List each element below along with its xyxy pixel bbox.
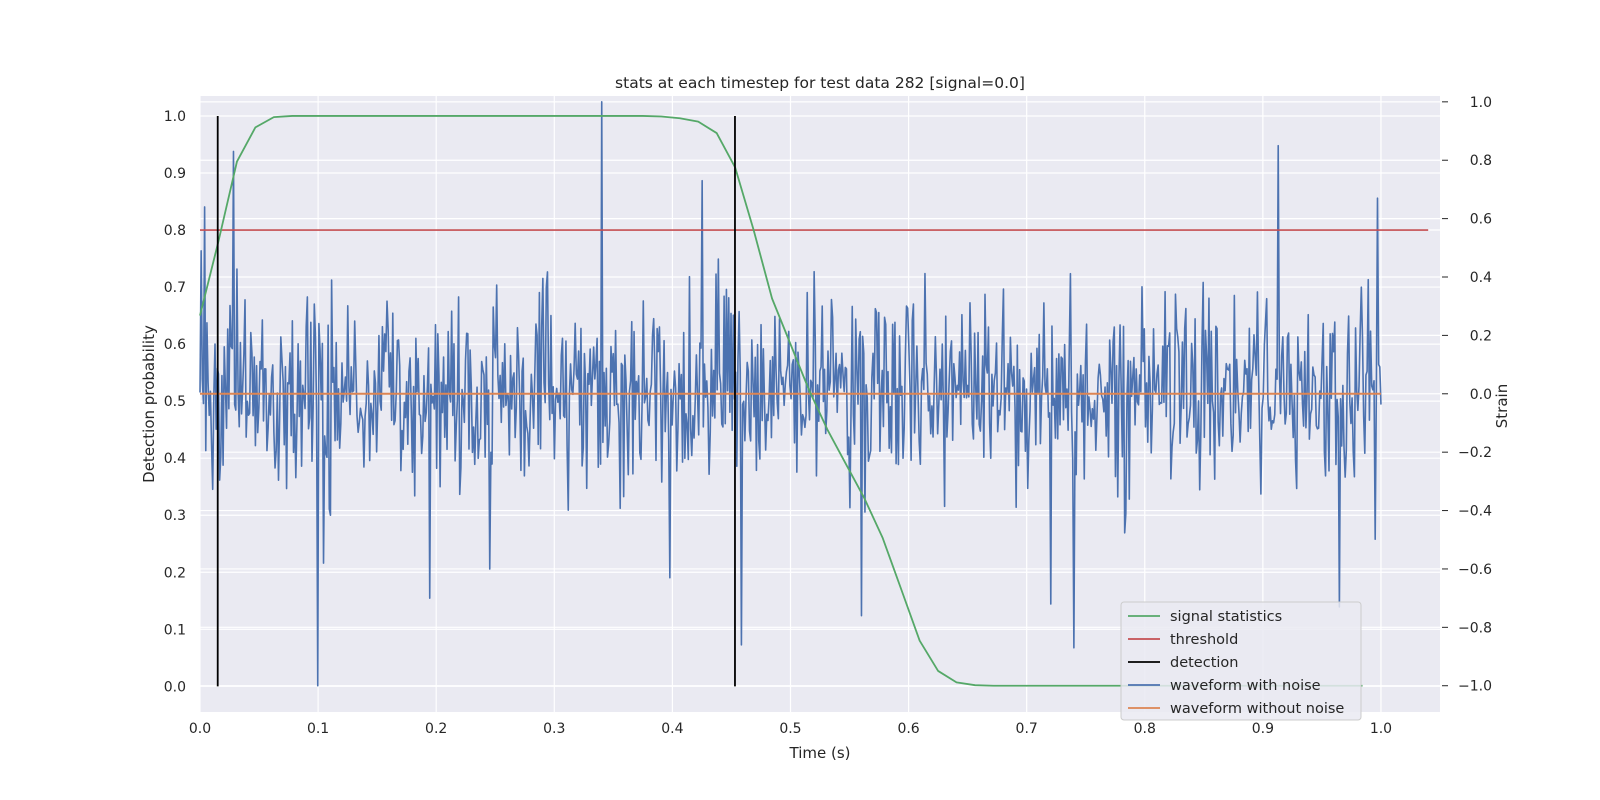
- legend-label-waveform-with-noise: waveform with noise: [1170, 678, 1321, 694]
- x-tick-label: 0.3: [543, 721, 565, 737]
- waveform-with-noise-line: [199, 101, 1382, 687]
- y-tick-label-right: 0.4: [1470, 270, 1492, 286]
- y-tick-label-right: −1.0: [1458, 679, 1492, 695]
- signal-statistics-line: [199, 115, 1363, 687]
- x-tick-label: 0.0: [189, 721, 211, 737]
- x-tick-label: 0.8: [1134, 721, 1156, 737]
- chart-title: stats at each timestep for test data 282…: [615, 74, 1025, 92]
- y-tick-label-left: 0.1: [164, 622, 186, 638]
- y-tick-label-right: −0.8: [1458, 620, 1492, 636]
- y-tick-label-right: −0.2: [1458, 445, 1492, 461]
- y-tick-label-left: 0.2: [164, 565, 186, 581]
- y-tick-label-right: 0.8: [1470, 153, 1492, 169]
- x-tick-label: 0.6: [897, 721, 919, 737]
- y-tick-label-left: 0.7: [164, 280, 186, 296]
- legend-item-waveform-without-noise: waveform without noise: [1128, 701, 1344, 717]
- legend-item-signal-statistics: signal statistics: [1128, 609, 1282, 625]
- y-tick-label-left: 0.8: [164, 223, 186, 239]
- x-axis-label: Time (s): [789, 744, 851, 762]
- x-tick-label: 0.4: [661, 721, 683, 737]
- y-tick-label-right: 1.0: [1470, 95, 1492, 111]
- y-tick-label-right: 0.0: [1470, 387, 1492, 403]
- x-tick-label: 0.1: [307, 721, 329, 737]
- y-axis-label-left: Detection probability: [140, 325, 158, 483]
- y-tick-label-left: 0.3: [164, 508, 186, 524]
- x-tick-label: 0.5: [779, 721, 801, 737]
- series-layer: [199, 101, 1429, 687]
- x-ticks: 0.0 0.1 0.2 0.3 0.4 0.5 0.6 0.7 0.8 0.9 1.0: [189, 721, 1392, 737]
- y-tick-label-left: 0.5: [164, 394, 186, 410]
- y-tick-label-left: 0.0: [164, 679, 186, 695]
- y-tick-label-left: 0.9: [164, 166, 186, 182]
- x-tick-label: 0.7: [1016, 721, 1038, 737]
- y-tick-label-right: 0.2: [1470, 328, 1492, 344]
- y-tick-label-left: 1.0: [164, 109, 186, 125]
- y-tick-label-right: 0.6: [1470, 212, 1492, 228]
- x-tick-label: 1.0: [1370, 721, 1392, 737]
- x-tick-label: 0.9: [1252, 721, 1274, 737]
- y-tick-label-left: 0.6: [164, 337, 186, 353]
- legend-item-waveform-with-noise: waveform with noise: [1128, 678, 1321, 694]
- y-tick-label-right: −0.4: [1458, 504, 1492, 520]
- legend-label-detection: detection: [1170, 655, 1238, 671]
- legend-item-detection: detection: [1128, 655, 1238, 671]
- y-ticks-right: −1.0 −0.8 −0.6 −0.4 −0.2 0.0 0.2 0.4 0.6 0.8 1.0: [1442, 95, 1492, 695]
- legend-label-waveform-without-noise: waveform without noise: [1170, 701, 1344, 717]
- legend-box: [1120, 601, 1362, 721]
- legend: signal statistics threshold detection wa…: [1120, 601, 1362, 721]
- y-tick-label-right: −0.6: [1458, 562, 1492, 578]
- legend-label-signal-statistics: signal statistics: [1170, 609, 1282, 625]
- legend-label-threshold: threshold: [1170, 632, 1238, 648]
- y-ticks-left: 0.0 0.1 0.2 0.3 0.4 0.5 0.6 0.7 0.8 0.9 1.0: [164, 109, 186, 695]
- legend-item-threshold: threshold: [1128, 632, 1238, 648]
- y-axis-label-right: Strain: [1493, 384, 1511, 428]
- y-tick-label-left: 0.4: [164, 451, 186, 467]
- x-tick-label: 0.2: [425, 721, 447, 737]
